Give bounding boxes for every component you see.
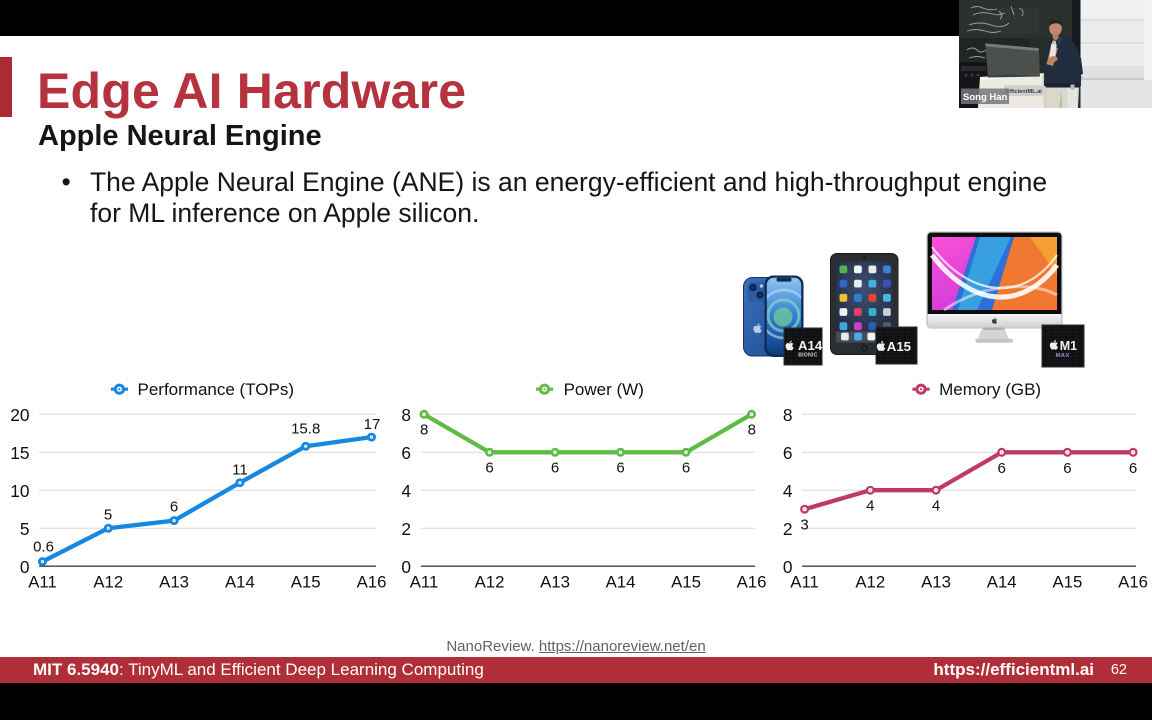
svg-text:2: 2 (783, 519, 793, 539)
svg-text:10: 10 (10, 481, 29, 501)
svg-text:8: 8 (420, 422, 428, 439)
svg-text:A16: A16 (357, 573, 387, 592)
svg-text:5: 5 (20, 519, 30, 539)
svg-text:6: 6 (551, 459, 559, 476)
svg-text:3: 3 (800, 516, 808, 533)
svg-text:0: 0 (20, 557, 30, 577)
svg-text:0: 0 (401, 557, 411, 577)
svg-text:6: 6 (998, 460, 1006, 477)
svg-text:A15: A15 (1052, 573, 1082, 592)
svg-text:6: 6 (616, 459, 624, 476)
svg-text:6: 6 (1129, 460, 1137, 477)
svg-text:8: 8 (748, 422, 756, 439)
svg-text:A15: A15 (887, 339, 911, 354)
svg-text:A14: A14 (798, 338, 823, 353)
svg-text:6: 6 (783, 443, 793, 463)
svg-text:11: 11 (232, 462, 248, 479)
svg-text:A15: A15 (671, 573, 701, 592)
svg-text:A14: A14 (225, 573, 255, 592)
svg-text:0: 0 (783, 557, 793, 577)
svg-text:A15: A15 (291, 573, 321, 592)
svg-text:A13: A13 (921, 573, 951, 592)
svg-text:A12: A12 (475, 573, 505, 592)
svg-text:M1: M1 (1060, 339, 1077, 353)
svg-text:20: 20 (10, 405, 29, 425)
svg-text:2: 2 (401, 519, 411, 539)
svg-text:A11: A11 (28, 573, 57, 592)
svg-text:17: 17 (364, 416, 381, 433)
svg-text:Song Han: Song Han (963, 92, 1008, 103)
svg-text:A12: A12 (855, 573, 885, 592)
svg-text:A11: A11 (410, 573, 439, 592)
svg-text:A12: A12 (93, 573, 123, 592)
svg-text:Memory (GB): Memory (GB) (939, 380, 1041, 399)
svg-text:4: 4 (866, 498, 874, 515)
svg-text:8: 8 (401, 405, 411, 425)
svg-text:6: 6 (485, 459, 493, 476)
svg-text:A13: A13 (159, 573, 189, 592)
svg-text:8: 8 (783, 405, 793, 425)
svg-text:Power (W): Power (W) (564, 380, 644, 399)
svg-text:A11: A11 (790, 573, 819, 592)
svg-text:6: 6 (1063, 460, 1071, 477)
svg-text:Performance (TOPs): Performance (TOPs) (138, 380, 295, 399)
svg-text:6: 6 (170, 499, 178, 516)
svg-text:MAX: MAX (1056, 353, 1070, 359)
svg-text:15.8: 15.8 (291, 421, 320, 438)
svg-text:6: 6 (401, 443, 411, 463)
svg-text:A13: A13 (540, 573, 570, 592)
svg-text:0.6: 0.6 (33, 538, 54, 555)
svg-text:A14: A14 (987, 573, 1017, 592)
svg-text:4: 4 (932, 498, 940, 515)
svg-text:BIONIC: BIONIC (798, 353, 817, 359)
svg-text:A14: A14 (606, 573, 636, 592)
svg-text:5: 5 (104, 506, 112, 523)
svg-text:6: 6 (682, 459, 690, 476)
svg-text:4: 4 (401, 481, 411, 501)
svg-text:4: 4 (783, 481, 793, 501)
svg-text:A16: A16 (1118, 573, 1148, 592)
svg-text:EfficientML.ai: EfficientML.ai (1006, 89, 1043, 95)
svg-text:15: 15 (10, 443, 29, 463)
svg-text:A16: A16 (737, 573, 767, 592)
